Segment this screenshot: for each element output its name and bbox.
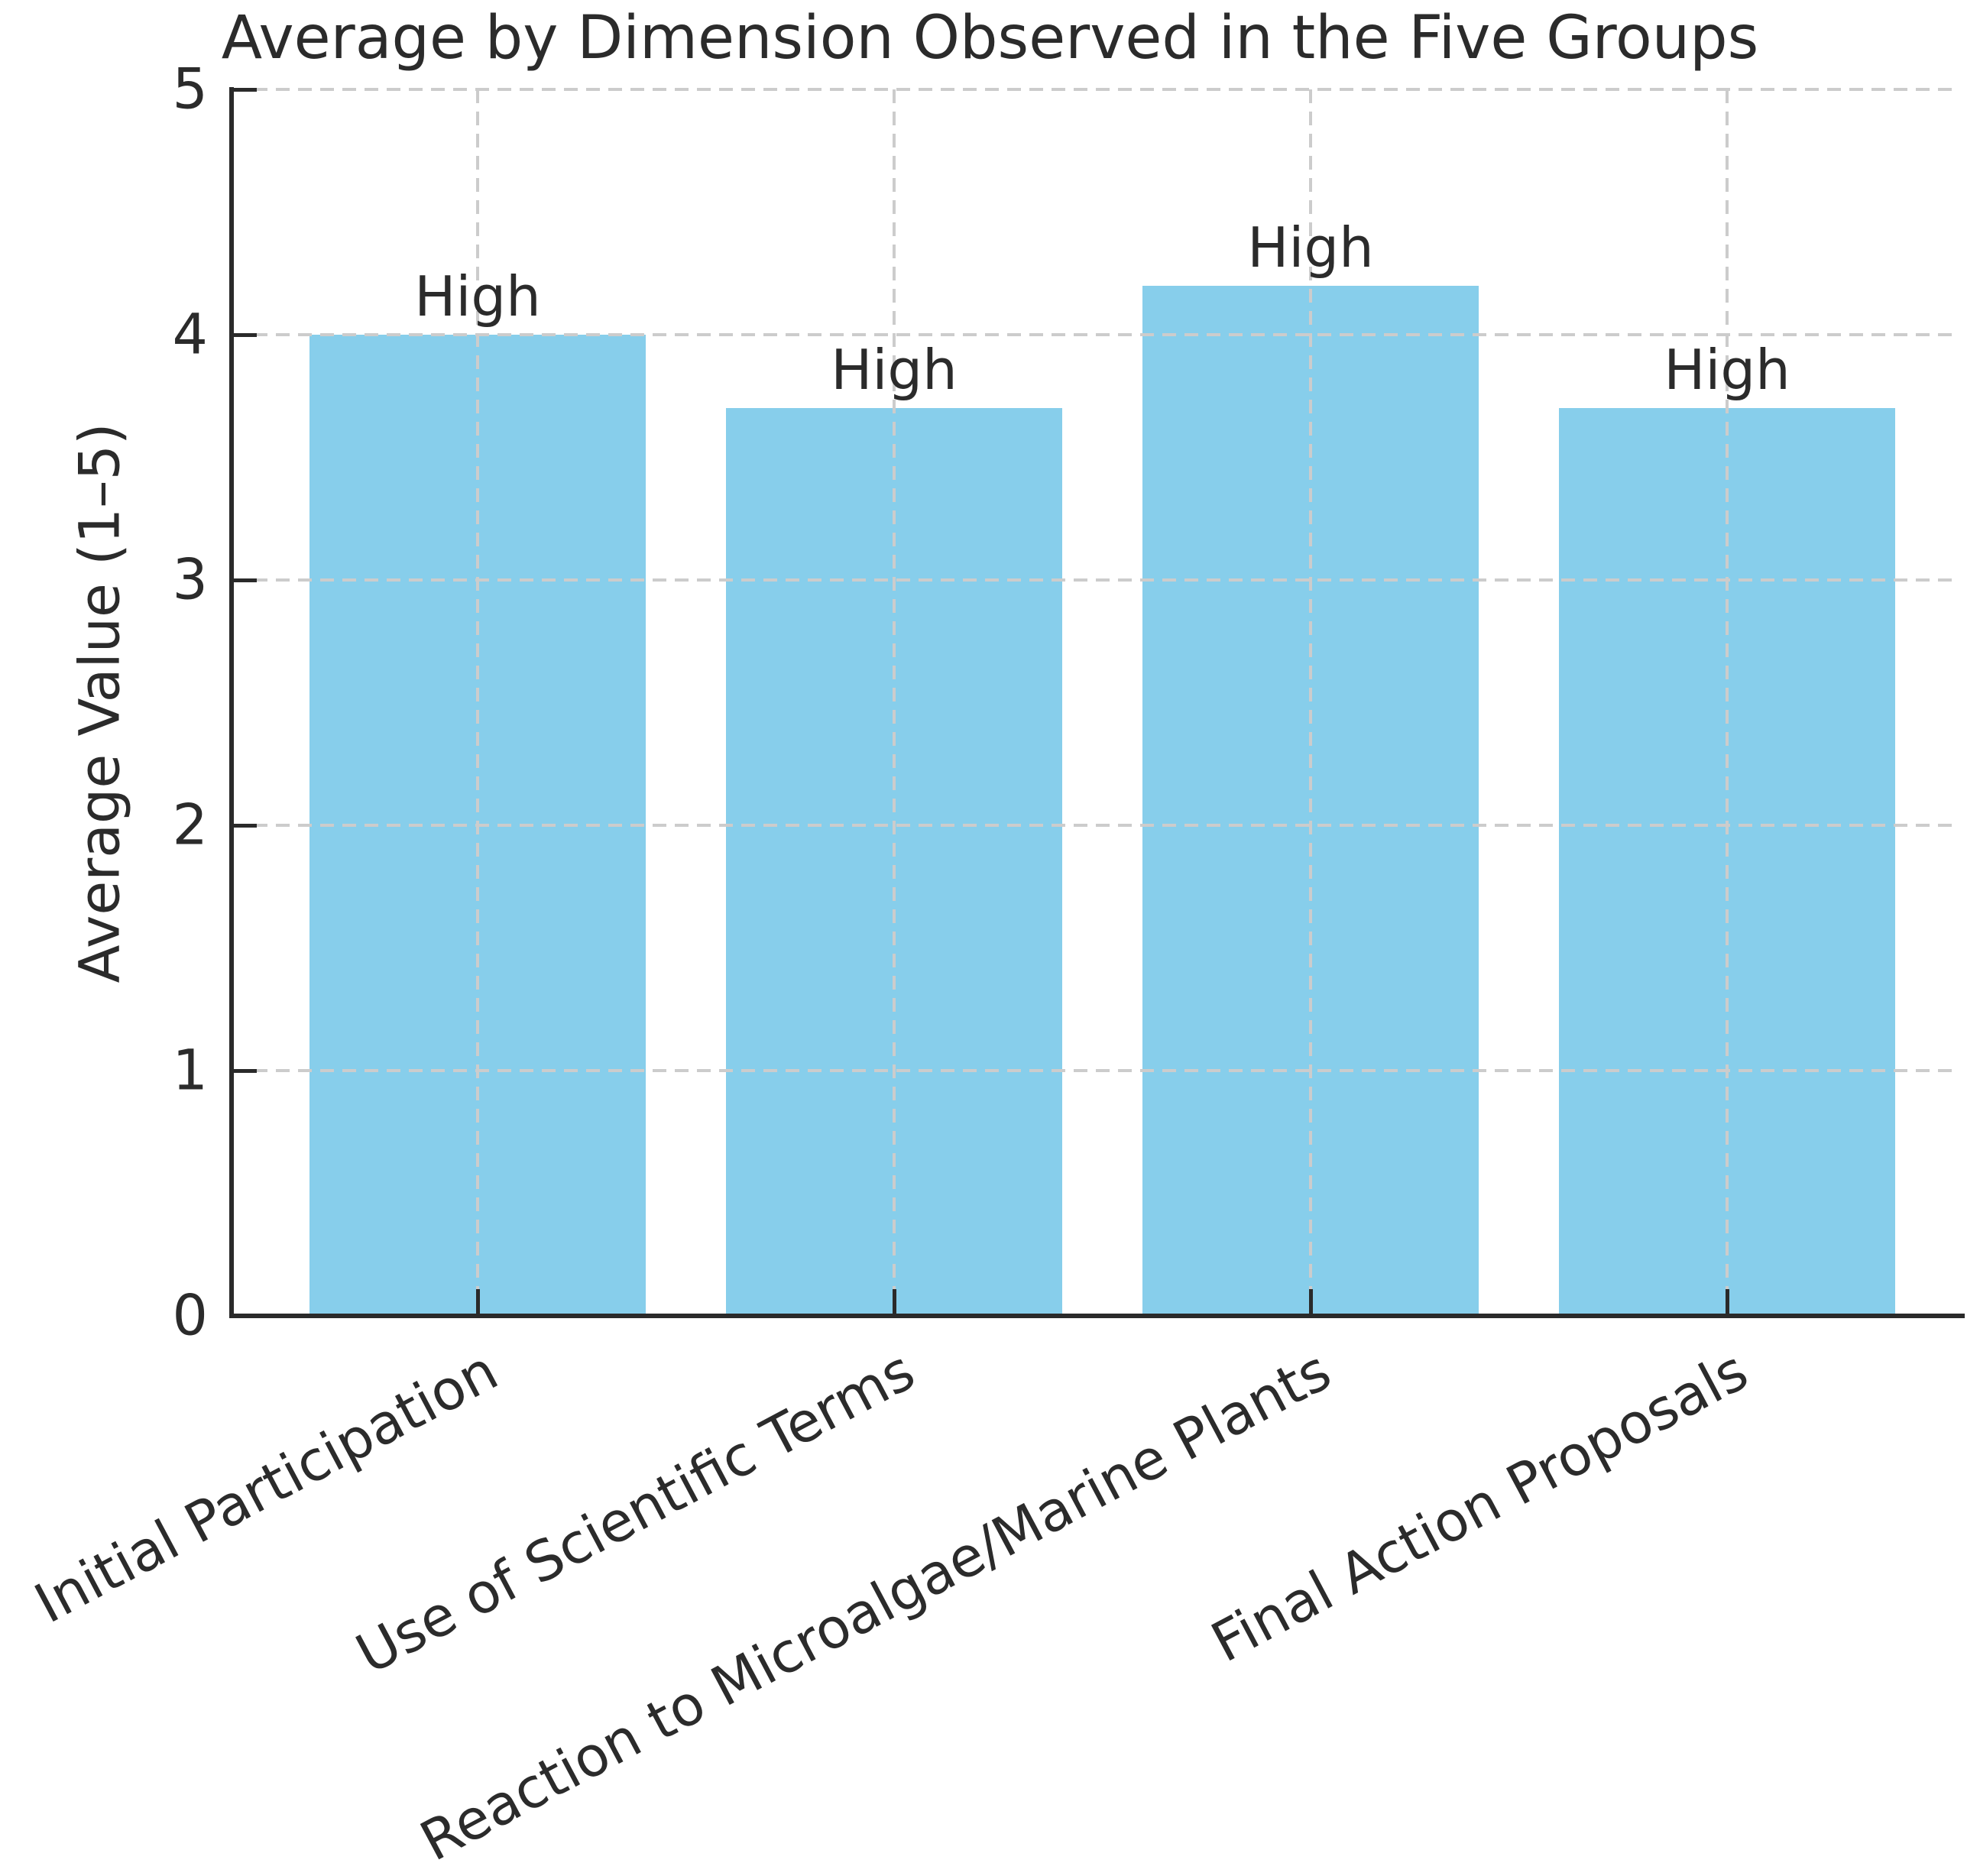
h-gridline [232,88,1960,91]
h-gridline [232,824,1960,827]
x-tick [1725,1289,1729,1314]
y-axis-label: Average Value (1–5) [67,423,133,983]
x-tick [1308,1289,1313,1314]
v-gridline [1726,89,1729,1316]
y-tick-label: 2 [172,792,208,858]
v-gridline [893,89,896,1316]
y-tick [234,332,257,337]
y-tick-label: 0 [172,1283,208,1349]
v-gridline [1309,89,1312,1316]
x-tick [475,1289,480,1314]
bar-value-label: High [831,338,958,403]
y-tick-label: 3 [172,547,208,613]
h-gridline [232,578,1960,582]
y-tick [234,87,257,92]
bar-value-label: High [414,264,541,329]
plot-area: 0 1 2 3 4 5 High Initial Participation High Use o… [24,62,1965,1874]
y-tick-label: 5 [172,57,208,122]
h-gridline [232,333,1960,336]
bar-value-label: High [1664,338,1790,403]
chart-title: Average by Dimension Observed in the Fiv… [221,4,1759,73]
left-spine [229,87,234,1318]
v-gridline [476,89,479,1316]
bar-value-label: High [1247,215,1374,280]
x-tick [892,1289,896,1314]
y-tick [234,1314,257,1318]
h-gridline [232,1069,1960,1072]
y-tick [234,823,257,828]
y-tick [234,1068,257,1073]
y-tick-label: 1 [172,1038,208,1103]
y-tick-label: 4 [172,302,208,368]
y-tick [234,578,257,582]
bottom-spine [229,1314,1965,1318]
